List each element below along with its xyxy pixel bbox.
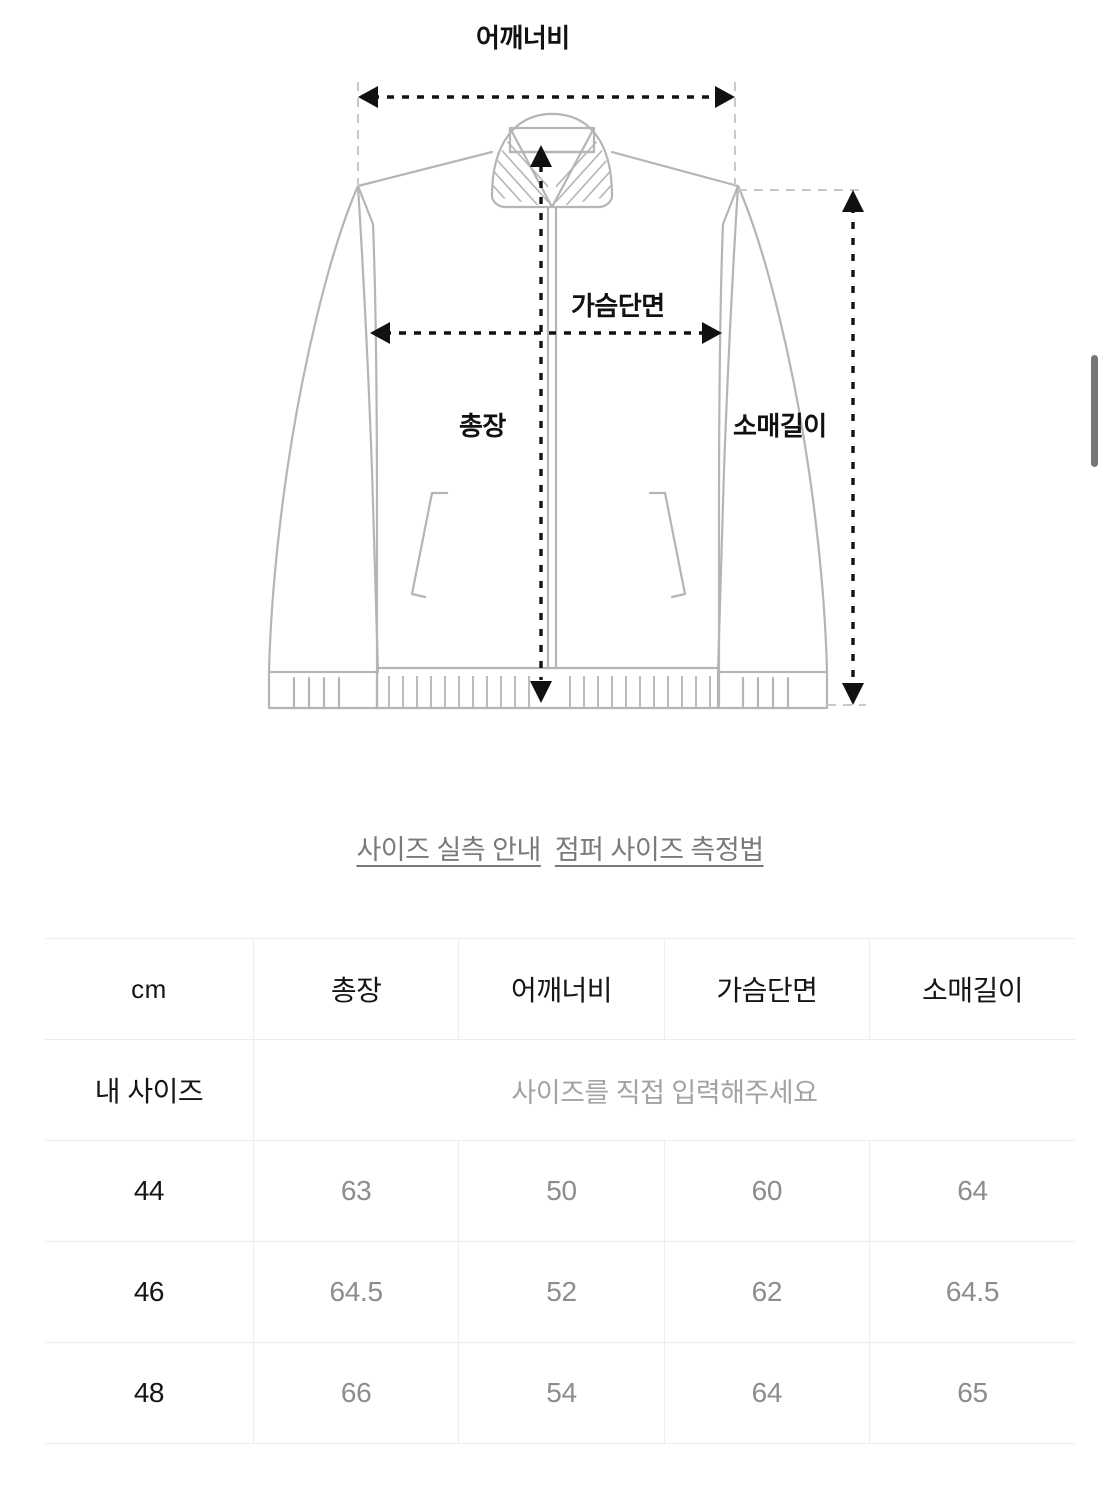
size-diagram-panel: 어깨너비 가슴단면 총장 소매길이 <box>267 23 866 710</box>
size-chart-table: cm 총장 어깨너비 가슴단면 소매길이 내 사이즈 사이즈를 직접 입력해주세… <box>45 938 1075 1444</box>
jacket-technical-drawing-icon <box>267 82 866 710</box>
table-row: 48 66 54 64 65 <box>45 1342 1075 1444</box>
page-scrollbar-thumb[interactable] <box>1091 355 1098 467</box>
cell-total-length: 63 <box>252 1140 459 1242</box>
cell-total-length: 64.5 <box>252 1241 459 1343</box>
header-shoulder-width: 어깨너비 <box>458 938 665 1040</box>
my-size-label: 내 사이즈 <box>45 1039 254 1141</box>
header-total-length: 총장 <box>252 938 459 1040</box>
dimension-label-sleeve-length: 소매길이 <box>733 411 827 441</box>
header-unit: cm <box>45 938 254 1040</box>
cell-shoulder-width: 50 <box>458 1140 665 1242</box>
page-scrollbar-track[interactable] <box>1091 0 1110 1500</box>
cell-chest-width: 60 <box>663 1140 870 1242</box>
row-size-label: 48 <box>45 1342 254 1444</box>
link-jumper-measure-method[interactable]: 점퍼 사이즈 측정법 <box>554 835 764 865</box>
dimension-label-chest-width: 가슴단면 <box>571 291 665 321</box>
my-size-input-placeholder[interactable]: 사이즈를 직접 입력해주세요 <box>252 1039 1075 1141</box>
cell-shoulder-width: 54 <box>458 1342 665 1444</box>
cell-sleeve-length: 64 <box>869 1140 1075 1242</box>
cell-sleeve-length: 64.5 <box>869 1241 1075 1343</box>
cell-shoulder-width: 52 <box>458 1241 665 1343</box>
header-chest-width: 가슴단면 <box>663 938 870 1040</box>
table-header-row: cm 총장 어깨너비 가슴단면 소매길이 <box>45 938 1075 1040</box>
row-size-label: 44 <box>45 1140 254 1242</box>
cell-total-length: 66 <box>252 1342 459 1444</box>
header-sleeve-length: 소매길이 <box>869 938 1075 1040</box>
guide-links-row: 사이즈 실측 안내 점퍼 사이즈 측정법 <box>0 828 1120 867</box>
dimension-label-shoulder-width: 어깨너비 <box>476 23 570 53</box>
link-size-measure-guide[interactable]: 사이즈 실측 안내 <box>356 835 541 865</box>
table-row-my-size[interactable]: 내 사이즈 사이즈를 직접 입력해주세요 <box>45 1039 1075 1141</box>
cell-chest-width: 62 <box>663 1241 870 1343</box>
table-row: 44 63 50 60 64 <box>45 1140 1075 1242</box>
table-row: 46 64.5 52 62 64.5 <box>45 1241 1075 1343</box>
cell-chest-width: 64 <box>663 1342 870 1444</box>
row-size-label: 46 <box>45 1241 254 1343</box>
cell-sleeve-length: 65 <box>869 1342 1075 1444</box>
dimension-label-total-length: 총장 <box>459 411 506 441</box>
